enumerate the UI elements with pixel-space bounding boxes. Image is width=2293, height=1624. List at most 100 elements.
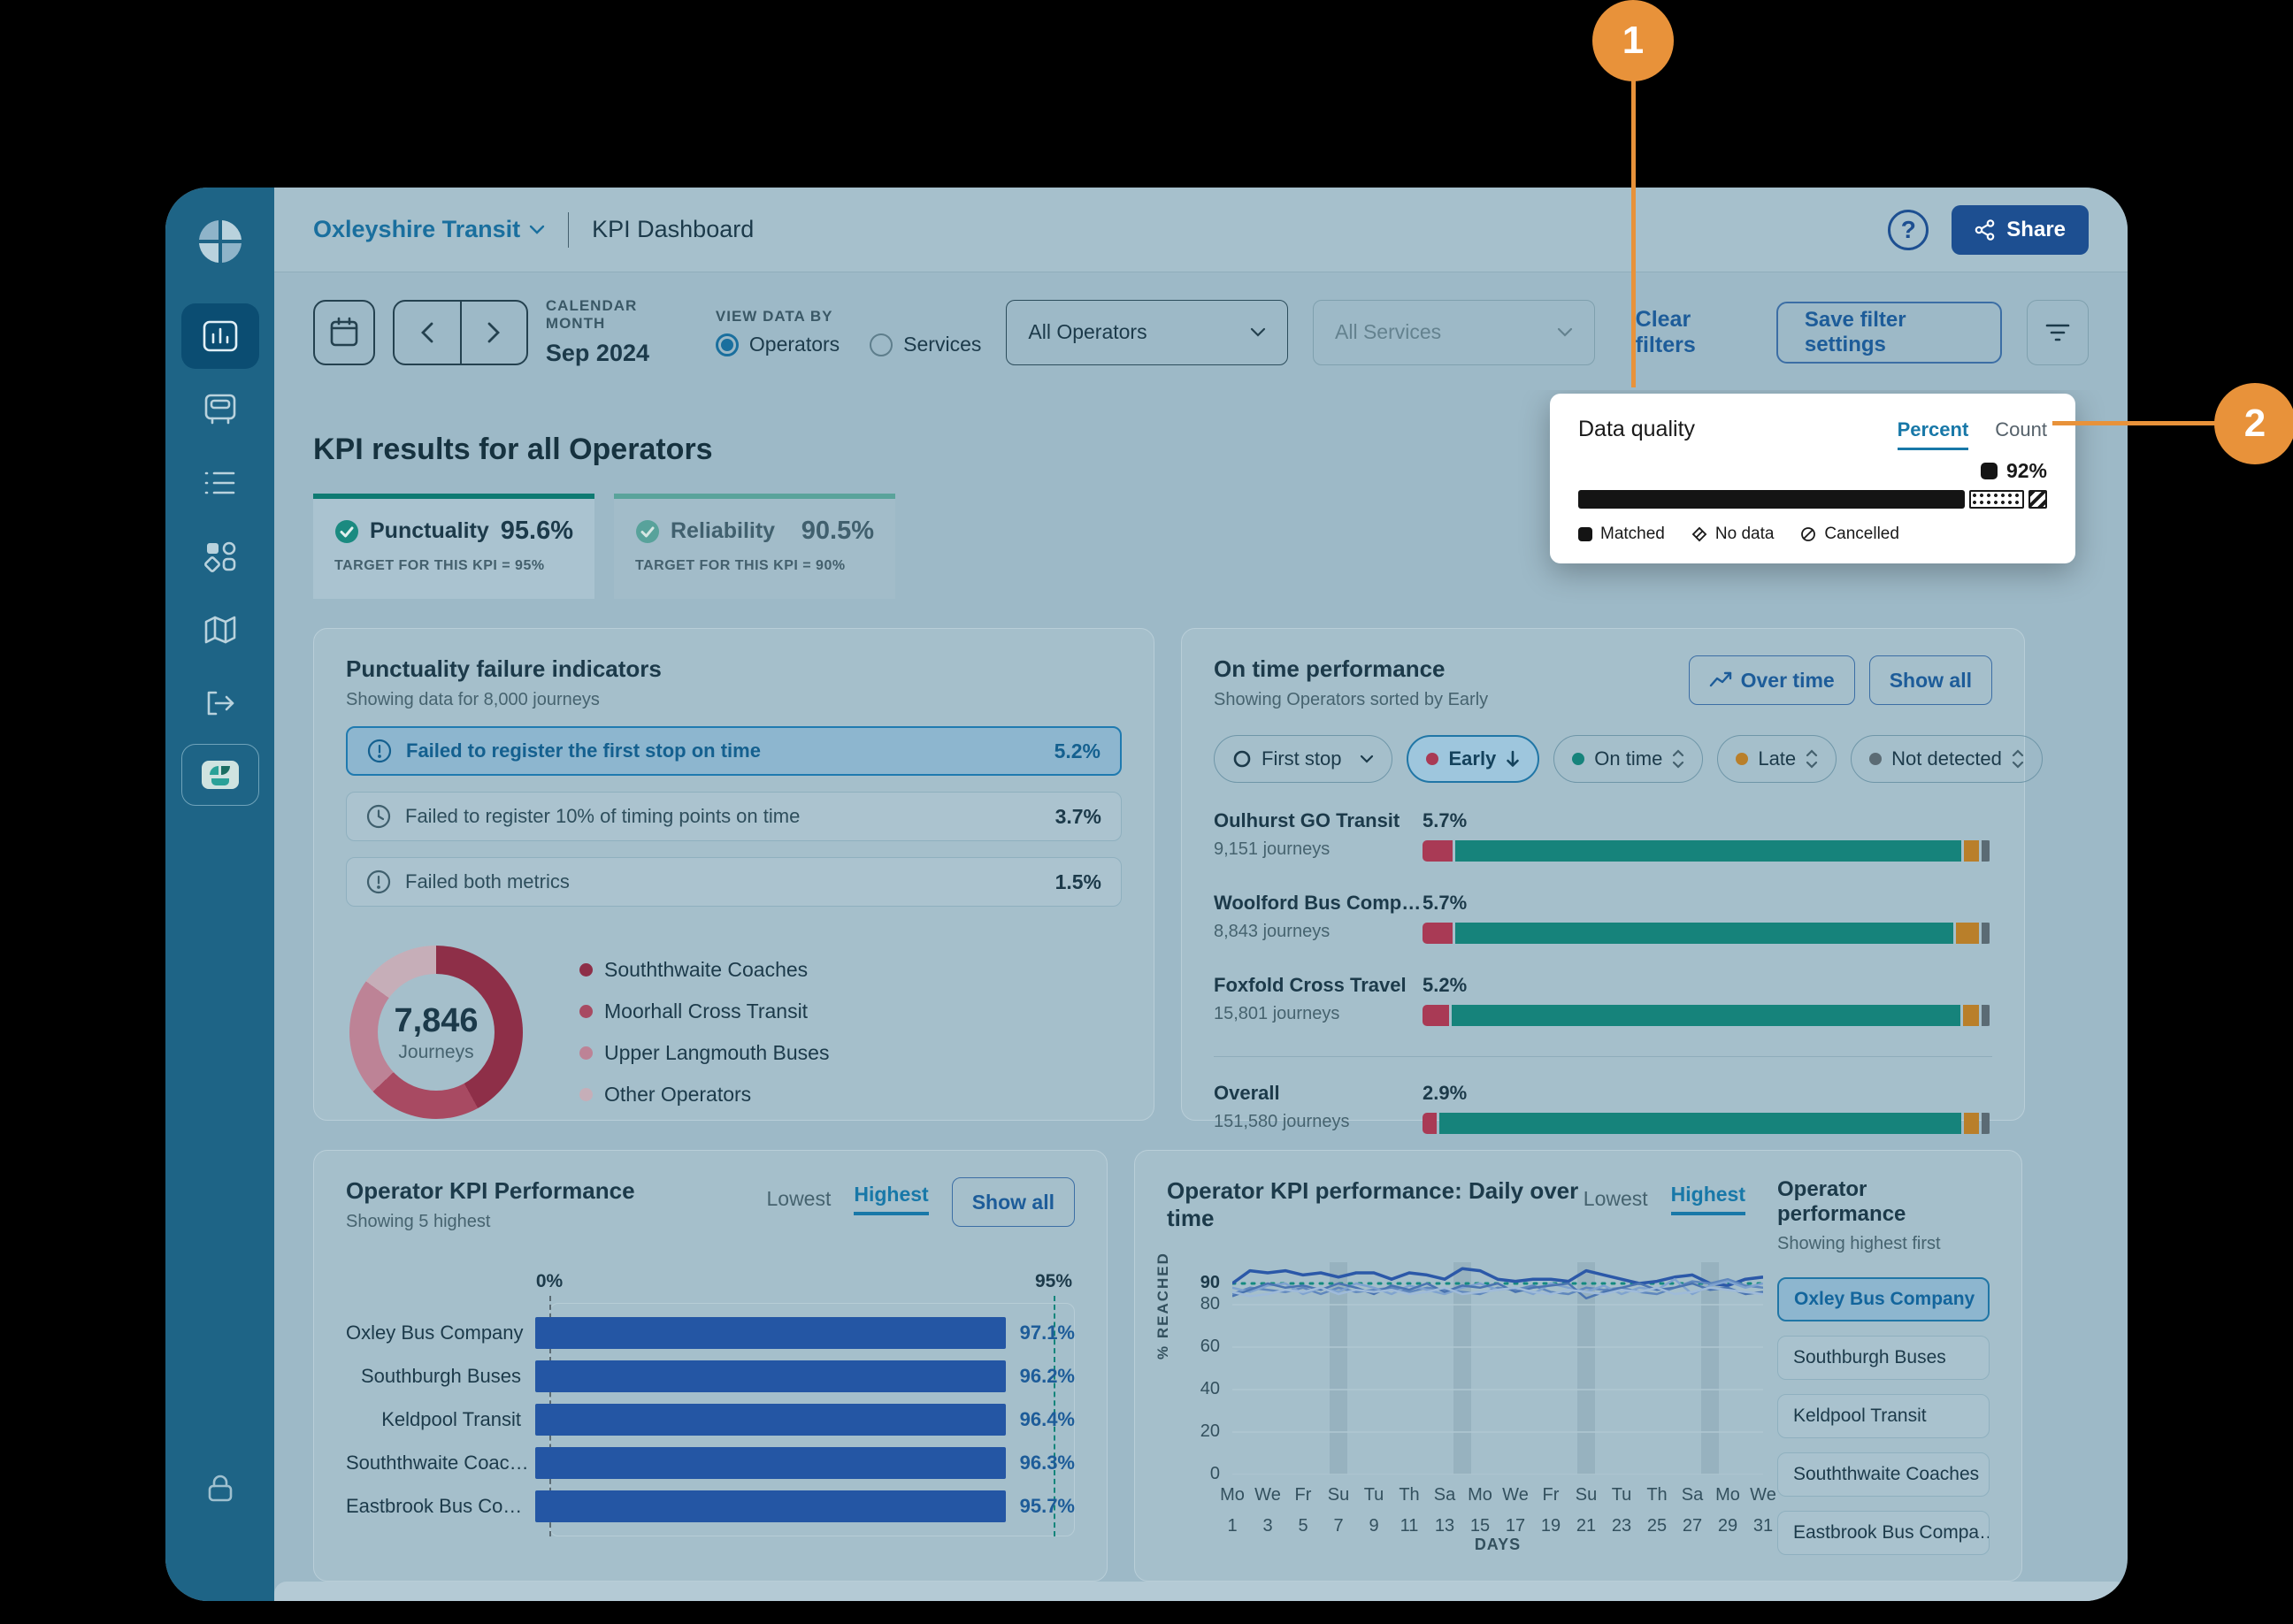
legend-dot [579, 1046, 593, 1060]
shapes-icon [203, 541, 235, 572]
sort-chip-late[interactable]: Late [1717, 735, 1837, 783]
sidebar-item-map[interactable] [181, 597, 259, 663]
share-icon [1975, 218, 1995, 241]
dq-value: 92% [2005, 459, 2047, 482]
operator-button-souththwaite[interactable]: Souththwaite Coaches [1777, 1452, 1990, 1497]
bar [535, 1317, 1006, 1349]
show-all-button[interactable]: Show all [951, 1177, 1075, 1227]
kpi-bar-chart: 0% 95% Oxley Bus Company 97.1% Southbur [346, 1271, 1075, 1536]
first-stop-dropdown-chip[interactable]: First stop [1214, 735, 1393, 783]
sidebar [165, 188, 274, 1601]
view-data-by-group: VIEW DATA BY Operators Services [715, 308, 981, 356]
show-all-button[interactable]: Show all [1868, 655, 1992, 705]
org-switcher[interactable]: Oxleyshire Transit [313, 216, 545, 243]
bar-row: Keldpool Transit 96.4% [346, 1404, 1075, 1436]
sidebar-item-categories[interactable] [181, 524, 259, 589]
partner-app-icon [201, 761, 239, 789]
stacked-bar [1423, 1113, 1992, 1134]
stacked-bar [1423, 1005, 1992, 1026]
failure-row-timing-points[interactable]: Failed to register 10% of timing points … [346, 792, 1122, 841]
calendar-month-group: CALENDAR MONTH Sep 2024 [546, 297, 686, 367]
failure-row-first-stop[interactable]: Failed to register the first stop on tim… [346, 726, 1122, 776]
sort-chip-early[interactable]: Early [1407, 735, 1540, 783]
card-subtitle: Showing Operators sorted by Early [1214, 690, 1489, 709]
operator-row: Woolford Bus Comp… 8,843 journeys 5.7% [1214, 892, 1992, 944]
operator-button-keldpool[interactable]: Keldpool Transit [1777, 1394, 1990, 1438]
panel-title: Operator performance [1777, 1177, 1906, 1226]
clock-icon [366, 804, 391, 829]
lock-icon [205, 1473, 235, 1509]
over-time-button[interactable]: Over time [1688, 655, 1855, 705]
toggle-highest[interactable]: Highest [854, 1183, 929, 1215]
app-logo-icon [196, 218, 244, 270]
sidebar-item-services-list[interactable] [181, 450, 259, 516]
tab-punctuality[interactable]: Punctuality 95.6% TARGET FOR THIS KPI = … [313, 494, 594, 599]
on-time-dot [1572, 753, 1585, 765]
calendar-month-label: CALENDAR MONTH [545, 297, 638, 332]
dq-toggle-count[interactable]: Count [1995, 418, 2047, 440]
radio-operators[interactable]: Operators [715, 333, 840, 356]
line-chart-icon [1709, 671, 1731, 687]
dq-segment-nodata [1968, 490, 2025, 509]
sort-chip-not-detected[interactable]: Not detected [1851, 735, 2043, 783]
bar [535, 1360, 1006, 1392]
operator-button-oxley[interactable]: Oxley Bus Company [1777, 1277, 1990, 1321]
tab-reliability[interactable]: Reliability 90.5% TARGET FOR THIS KPI = … [614, 494, 895, 599]
stacked-bar [1423, 840, 1992, 862]
bar-row: Eastbrook Bus Co… 95.7% [346, 1490, 1075, 1522]
bar-chart-icon [203, 320, 237, 352]
clear-filters-button[interactable]: Clear filters [1635, 306, 1696, 357]
save-filter-settings-button[interactable]: Save filter settings [1775, 301, 2002, 364]
legend-dot [579, 1005, 593, 1018]
sidebar-item-app-switcher[interactable] [180, 744, 259, 806]
legend-item: Upper Langmouth Buses [579, 1041, 829, 1065]
alert-circle-icon [366, 869, 391, 894]
calendar-button[interactable] [313, 299, 376, 365]
divider [1214, 1056, 1992, 1057]
panel-subtitle: Showing highest first [1777, 1234, 1941, 1253]
toggle-lowest[interactable]: Lowest [766, 1187, 832, 1210]
page-title: KPI Dashboard [592, 216, 755, 242]
filter-settings-button[interactable] [2026, 299, 2090, 365]
list-icon [204, 471, 234, 494]
check-circle-icon [636, 519, 659, 543]
radio-services[interactable]: Services [870, 333, 981, 356]
toggle-lowest[interactable]: Lowest [1583, 1187, 1648, 1210]
sidebar-item-logout[interactable] [181, 670, 259, 736]
view-data-by-label: VIEW DATA BY [715, 308, 833, 325]
dq-legend-cancelled: Cancelled [1800, 525, 1899, 544]
y-axis-ticks: 90 80 60 40 20 0 [1200, 1273, 1220, 1483]
operators-select[interactable]: All Operators [1006, 299, 1289, 365]
share-button[interactable]: Share [1952, 204, 2089, 255]
calendar-icon [330, 317, 358, 346]
help-button[interactable]: ? [1888, 209, 1929, 250]
card-subtitle: Showing data for 8,000 journeys [346, 690, 600, 709]
sort-chip-on-time[interactable]: On time [1553, 735, 1704, 783]
bar-row: Southburgh Buses 96.2% [346, 1360, 1075, 1392]
sidebar-item-vehicles[interactable] [181, 377, 259, 442]
operator-row: Foxfold Cross Travel 15,801 journeys 5.2… [1214, 974, 1992, 1026]
cancelled-icon [1801, 527, 1816, 541]
data-quality-card: Data quality Percent Count 92% [1550, 394, 2075, 563]
no-data-icon [1691, 526, 1707, 542]
next-month-button[interactable] [462, 302, 526, 364]
operator-performance-panel: Operator performance Showing highest fir… [1777, 1177, 1990, 1555]
next-card-peek [274, 1582, 2128, 1601]
legend-item: Other Operators [579, 1083, 829, 1107]
services-select[interactable]: All Services [1313, 299, 1595, 365]
arrow-down-icon [1507, 750, 1520, 767]
page-heading: KPI results for all Operators [313, 433, 713, 466]
operator-button-southburgh[interactable]: Southburgh Buses [1777, 1336, 1990, 1380]
prev-month-button[interactable] [395, 301, 462, 364]
legend-item: Moorhall Cross Transit [579, 1000, 829, 1023]
failure-row-both-metrics[interactable]: Failed both metrics 1.5% [346, 857, 1122, 907]
bar-row: Souththwaite Coac… 96.3% [346, 1447, 1075, 1479]
dq-toggle-percent[interactable]: Percent [1897, 418, 1969, 450]
toggle-highest[interactable]: Highest [1670, 1183, 1745, 1215]
chevron-down-icon [529, 225, 545, 234]
daily-line-chart [1231, 1262, 1765, 1475]
operator-button-eastbrook[interactable]: Eastbrook Bus Compa… [1777, 1511, 1990, 1555]
dq-legend-matched: Matched [1578, 525, 1665, 544]
sidebar-item-dashboard[interactable] [180, 303, 259, 369]
card-subtitle: Showing 5 highest [346, 1212, 491, 1231]
